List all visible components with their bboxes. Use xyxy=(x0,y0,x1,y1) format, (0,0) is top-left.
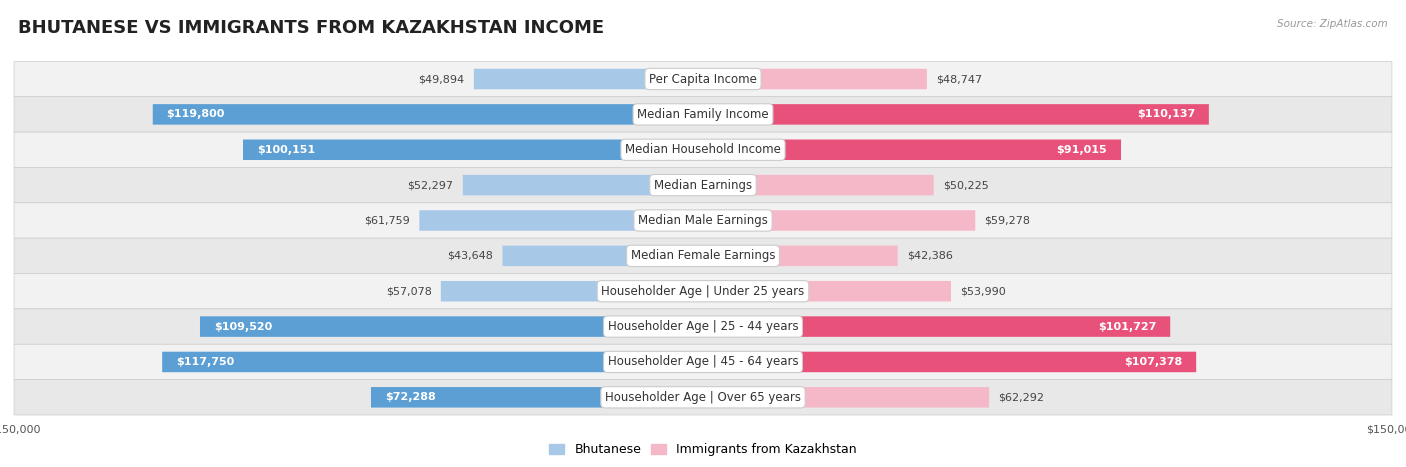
FancyBboxPatch shape xyxy=(703,281,950,302)
FancyBboxPatch shape xyxy=(200,316,703,337)
FancyBboxPatch shape xyxy=(14,203,1392,238)
Text: Source: ZipAtlas.com: Source: ZipAtlas.com xyxy=(1277,19,1388,28)
FancyBboxPatch shape xyxy=(14,344,1392,380)
Legend: Bhutanese, Immigrants from Kazakhstan: Bhutanese, Immigrants from Kazakhstan xyxy=(544,439,862,461)
FancyBboxPatch shape xyxy=(14,132,1392,168)
Text: $91,015: $91,015 xyxy=(1057,145,1108,155)
FancyBboxPatch shape xyxy=(502,246,703,266)
FancyBboxPatch shape xyxy=(703,210,976,231)
Text: Median Female Earnings: Median Female Earnings xyxy=(631,249,775,262)
Text: $100,151: $100,151 xyxy=(257,145,315,155)
FancyBboxPatch shape xyxy=(703,175,934,195)
Text: $59,278: $59,278 xyxy=(984,215,1031,226)
Text: $57,078: $57,078 xyxy=(385,286,432,296)
FancyBboxPatch shape xyxy=(371,387,703,408)
Text: Per Capita Income: Per Capita Income xyxy=(650,72,756,85)
Text: BHUTANESE VS IMMIGRANTS FROM KAZAKHSTAN INCOME: BHUTANESE VS IMMIGRANTS FROM KAZAKHSTAN … xyxy=(18,19,605,37)
Text: Median Male Earnings: Median Male Earnings xyxy=(638,214,768,227)
Text: $42,386: $42,386 xyxy=(907,251,953,261)
FancyBboxPatch shape xyxy=(703,246,897,266)
FancyBboxPatch shape xyxy=(703,140,1121,160)
Text: Householder Age | 45 - 64 years: Householder Age | 45 - 64 years xyxy=(607,355,799,368)
FancyBboxPatch shape xyxy=(14,309,1392,344)
FancyBboxPatch shape xyxy=(441,281,703,302)
Text: $117,750: $117,750 xyxy=(176,357,235,367)
FancyBboxPatch shape xyxy=(14,274,1392,309)
FancyBboxPatch shape xyxy=(703,352,1197,372)
Text: $52,297: $52,297 xyxy=(408,180,454,190)
FancyBboxPatch shape xyxy=(14,380,1392,415)
Text: $109,520: $109,520 xyxy=(214,322,271,332)
FancyBboxPatch shape xyxy=(14,97,1392,132)
FancyBboxPatch shape xyxy=(162,352,703,372)
Text: $72,288: $72,288 xyxy=(385,392,436,402)
FancyBboxPatch shape xyxy=(14,61,1392,97)
FancyBboxPatch shape xyxy=(703,69,927,89)
Text: $62,292: $62,292 xyxy=(998,392,1045,402)
Text: $48,747: $48,747 xyxy=(936,74,983,84)
FancyBboxPatch shape xyxy=(14,168,1392,203)
Text: Householder Age | 25 - 44 years: Householder Age | 25 - 44 years xyxy=(607,320,799,333)
Text: $119,800: $119,800 xyxy=(166,109,225,120)
FancyBboxPatch shape xyxy=(474,69,703,89)
Text: $107,378: $107,378 xyxy=(1125,357,1182,367)
FancyBboxPatch shape xyxy=(153,104,703,125)
Text: $61,759: $61,759 xyxy=(364,215,411,226)
FancyBboxPatch shape xyxy=(243,140,703,160)
Text: $50,225: $50,225 xyxy=(943,180,988,190)
Text: Median Family Income: Median Family Income xyxy=(637,108,769,121)
Text: $49,894: $49,894 xyxy=(419,74,464,84)
FancyBboxPatch shape xyxy=(703,387,988,408)
FancyBboxPatch shape xyxy=(463,175,703,195)
FancyBboxPatch shape xyxy=(419,210,703,231)
FancyBboxPatch shape xyxy=(14,238,1392,274)
Text: Median Earnings: Median Earnings xyxy=(654,178,752,191)
Text: $43,648: $43,648 xyxy=(447,251,494,261)
Text: $110,137: $110,137 xyxy=(1137,109,1195,120)
Text: Median Household Income: Median Household Income xyxy=(626,143,780,156)
Text: $101,727: $101,727 xyxy=(1098,322,1157,332)
FancyBboxPatch shape xyxy=(703,316,1170,337)
Text: Householder Age | Under 25 years: Householder Age | Under 25 years xyxy=(602,285,804,298)
Text: $53,990: $53,990 xyxy=(960,286,1005,296)
FancyBboxPatch shape xyxy=(703,104,1209,125)
Text: Householder Age | Over 65 years: Householder Age | Over 65 years xyxy=(605,391,801,404)
